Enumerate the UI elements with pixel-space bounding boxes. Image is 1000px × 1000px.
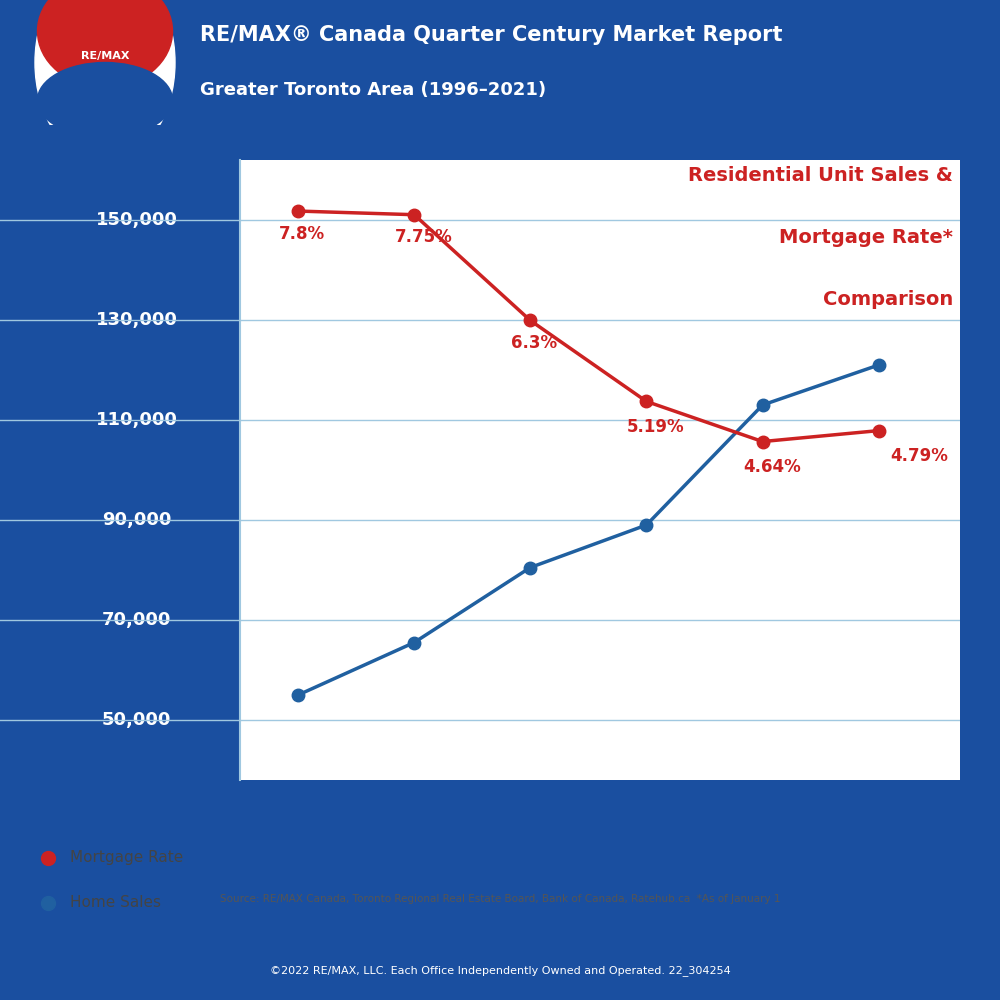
Bar: [43, 597, 218, 643]
Text: RE/MAX® Canada Quarter Century Market Report: RE/MAX® Canada Quarter Century Market Re…: [200, 25, 782, 45]
Text: 7.8%: 7.8%: [279, 225, 325, 243]
Text: 2016: 2016: [734, 806, 792, 826]
Bar: [43, 397, 218, 442]
Ellipse shape: [35, 0, 175, 162]
Bar: [90, 146, 120, 169]
Text: 1996: 1996: [269, 806, 327, 826]
Text: 2006: 2006: [501, 806, 559, 826]
Text: 130,000: 130,000: [95, 311, 177, 329]
Text: Mortgage Rate*: Mortgage Rate*: [779, 228, 953, 247]
Text: Source: RE/MAX Canada, Toronto Regional Real Estate Board, Bank of Canada, Rateh: Source: RE/MAX Canada, Toronto Regional …: [220, 894, 780, 904]
Text: Greater Toronto Area (1996–2021): Greater Toronto Area (1996–2021): [200, 81, 546, 99]
Text: 2011: 2011: [617, 806, 675, 826]
Text: ©2022 RE/MAX, LLC. Each Office Independently Owned and Operated. 22_304254: ©2022 RE/MAX, LLC. Each Office Independe…: [270, 965, 730, 976]
Ellipse shape: [38, 62, 173, 137]
Text: 90,000: 90,000: [102, 511, 171, 529]
Text: 5.19%: 5.19%: [627, 418, 685, 436]
Ellipse shape: [38, 0, 173, 88]
Text: Comparison: Comparison: [823, 290, 953, 309]
Text: 4.79%: 4.79%: [890, 447, 948, 465]
Text: Mortgage Rate: Mortgage Rate: [70, 850, 183, 865]
Text: 70,000: 70,000: [102, 611, 171, 629]
Text: 4.64%: 4.64%: [743, 458, 801, 476]
Text: RE/MAX: RE/MAX: [81, 51, 129, 61]
Text: 110,000: 110,000: [95, 411, 177, 429]
Bar: [43, 198, 218, 242]
Text: 150,000: 150,000: [95, 211, 177, 229]
Text: 50,000: 50,000: [102, 711, 171, 729]
Bar: [43, 497, 218, 542]
Text: 2021: 2021: [850, 806, 908, 826]
Bar: [43, 698, 218, 742]
Text: 7.75%: 7.75%: [395, 228, 452, 246]
Text: Residential Unit Sales &: Residential Unit Sales &: [688, 166, 953, 185]
Text: Home Sales: Home Sales: [70, 895, 161, 910]
Text: 6.3%: 6.3%: [511, 334, 557, 352]
Text: 2001: 2001: [385, 806, 443, 826]
Bar: [43, 298, 218, 342]
